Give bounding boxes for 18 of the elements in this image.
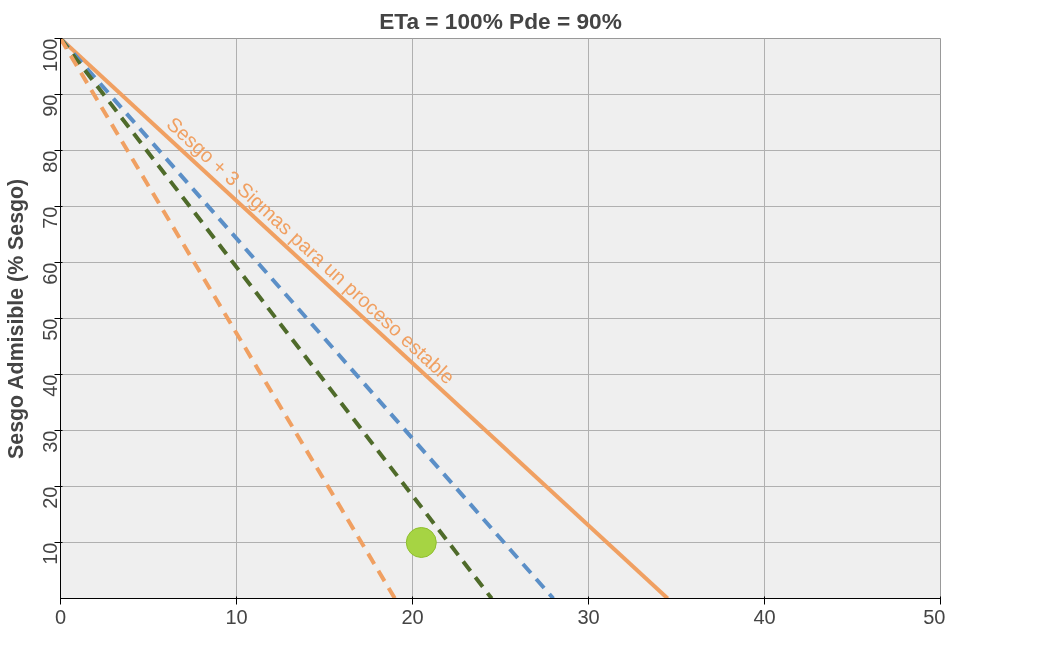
y-tick-label: 100 [38, 38, 61, 72]
chart-title: ETa = 100% Pde = 90% [379, 7, 622, 34]
x-tick-label: 30 [577, 605, 600, 628]
x-tick-label: 20 [401, 605, 424, 628]
x-tick-label: 10 [225, 605, 248, 628]
y-axis-title: Sesgo Admisible (% Sesgo) [3, 178, 28, 459]
y-tick-label: 50 [38, 318, 61, 341]
y-tick-label: 40 [38, 374, 61, 397]
y-tick-label: 70 [38, 206, 61, 229]
y-tick-label: 90 [38, 94, 61, 117]
x-tick-label: 50 [923, 605, 946, 628]
x-tick-label: 40 [753, 605, 776, 628]
y-tick-label: 60 [38, 262, 61, 285]
y-tick-label: 20 [38, 486, 61, 509]
y-tick-label: 30 [38, 430, 61, 453]
x-tick-label: 0 [54, 605, 67, 628]
y-tick-label: 80 [38, 150, 61, 173]
y-tick-label: 10 [38, 542, 61, 565]
